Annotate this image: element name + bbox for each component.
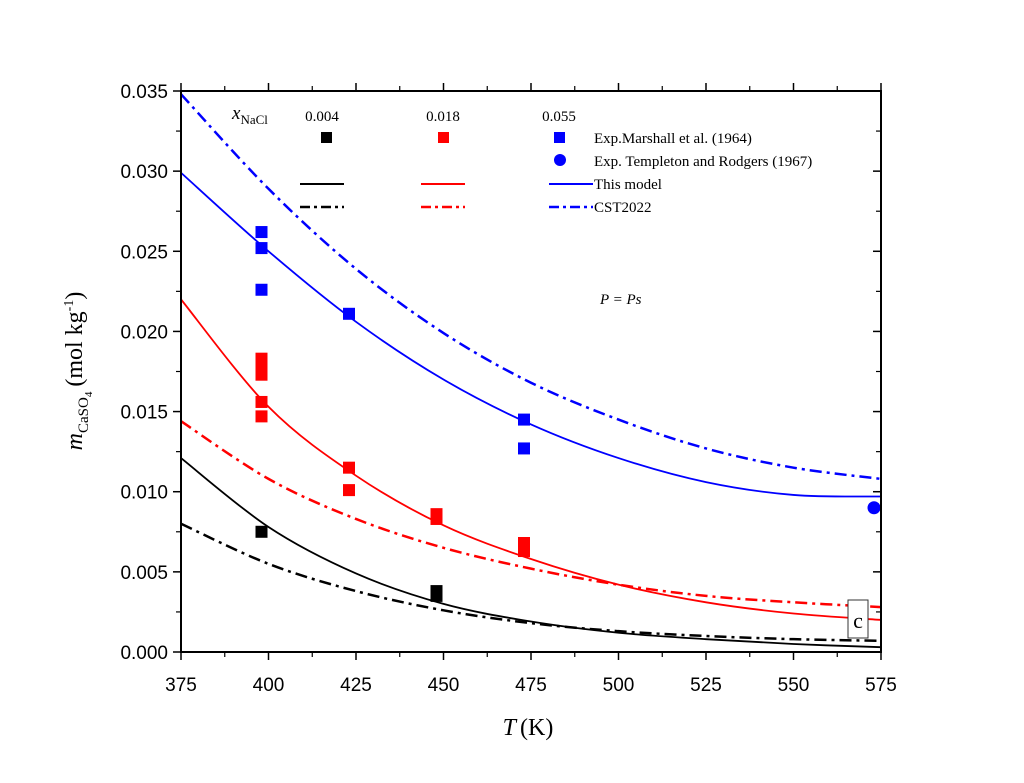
data-point-exp-marshall-et-al-1964-x-0-055	[518, 413, 530, 426]
x-tick-label: 575	[865, 675, 897, 696]
y-axis: 0.000 0.005 0.010 0.015 0.020 0.025 0.030 0.035	[120, 82, 881, 664]
panel-label: c	[847, 599, 869, 639]
data-point-exp-marshall-et-al-1964-x-0-004	[255, 525, 268, 538]
y-tick-label: 0.005	[120, 563, 168, 584]
plot-points	[255, 226, 881, 602]
data-point-exp-marshall-et-al-1964-x-0-055	[255, 226, 268, 239]
x-tick-label: 525	[690, 675, 722, 696]
data-point-exp-marshall-et-al-1964-x-0-018	[343, 484, 355, 497]
legend-marker-circle-blue	[554, 154, 566, 166]
legend-column-0: 0.004	[305, 109, 339, 125]
legend: xNaCl 0.004 0.018 0.055 Exp.Marshall et …	[231, 103, 812, 216]
legend-column-1: 0.018	[426, 109, 460, 125]
series-line-cst2022-x-0-004	[180, 522, 882, 643]
data-point-exp-marshall-et-al-1964-x-0-055	[518, 442, 530, 455]
series-line-this-model-x-0-004	[180, 457, 882, 649]
series-line-cst2022-x-0-018	[180, 420, 882, 609]
x-tick-label: 425	[340, 675, 372, 696]
x-axis: 375 400 425 450 475 500 525 550 575	[165, 83, 897, 696]
data-point-exp-marshall-et-al-1964-x-0-055	[343, 307, 355, 320]
data-point-exp-marshall-et-al-1964-x-0-018	[343, 461, 355, 474]
legend-label-cst2022: CST2022	[594, 200, 652, 216]
y-tick-label: 0.010	[120, 483, 168, 504]
x-tick-label: 400	[253, 675, 285, 696]
x-tick-label: 375	[165, 675, 197, 696]
x-tick-label: 450	[428, 675, 460, 696]
x-tick-label: 500	[603, 675, 635, 696]
legend-label-marshall: Exp.Marshall et al. (1964)	[594, 131, 752, 147]
data-point-exp-templeton-and-rodgers-1967-x-0-055	[867, 501, 881, 515]
y-tick-label: 0.000	[120, 643, 168, 664]
legend-marker-square-red	[438, 132, 449, 143]
plot-lines	[180, 93, 882, 649]
data-point-exp-marshall-et-al-1964-x-0-018	[255, 410, 268, 423]
series-line-this-model-x-0-055	[180, 172, 882, 498]
y-axis-label: mCaSO4(mol kg-1)	[62, 292, 95, 451]
legend-label-templeton: Exp. Templeton and Rodgers (1967)	[594, 154, 812, 170]
legend-column-2: 0.055	[542, 109, 576, 125]
y-tick-label: 0.025	[120, 242, 168, 263]
y-tick-label: 0.020	[120, 322, 168, 343]
legend-header: xNaCl	[231, 103, 268, 127]
data-point-exp-marshall-et-al-1964-x-0-018	[518, 545, 530, 558]
x-axis-label: T (K)	[503, 715, 554, 741]
x-tick-label: 475	[515, 675, 547, 696]
svg-text:c: c	[853, 608, 863, 633]
series-line-this-model-x-0-018	[180, 298, 882, 621]
data-point-exp-marshall-et-al-1964-x-0-055	[255, 283, 268, 296]
data-point-exp-marshall-et-al-1964-x-0-055	[255, 242, 268, 255]
x-tick-label: 550	[778, 675, 810, 696]
y-tick-label: 0.015	[120, 403, 168, 424]
series-line-cst2022-x-0-055	[180, 93, 882, 481]
legend-label-this-model: This model	[594, 177, 662, 193]
legend-marker-square-black	[321, 132, 332, 143]
data-point-exp-marshall-et-al-1964-x-0-004	[430, 589, 443, 602]
y-tick-label: 0.035	[120, 82, 168, 103]
data-point-exp-marshall-et-al-1964-x-0-018	[255, 395, 268, 408]
data-point-exp-marshall-et-al-1964-x-0-018	[430, 512, 443, 525]
pressure-annotation: P = Ps	[599, 292, 642, 308]
legend-marker-square-blue	[554, 132, 565, 143]
y-tick-label: 0.030	[120, 162, 168, 183]
data-point-exp-marshall-et-al-1964-x-0-018	[255, 368, 268, 381]
